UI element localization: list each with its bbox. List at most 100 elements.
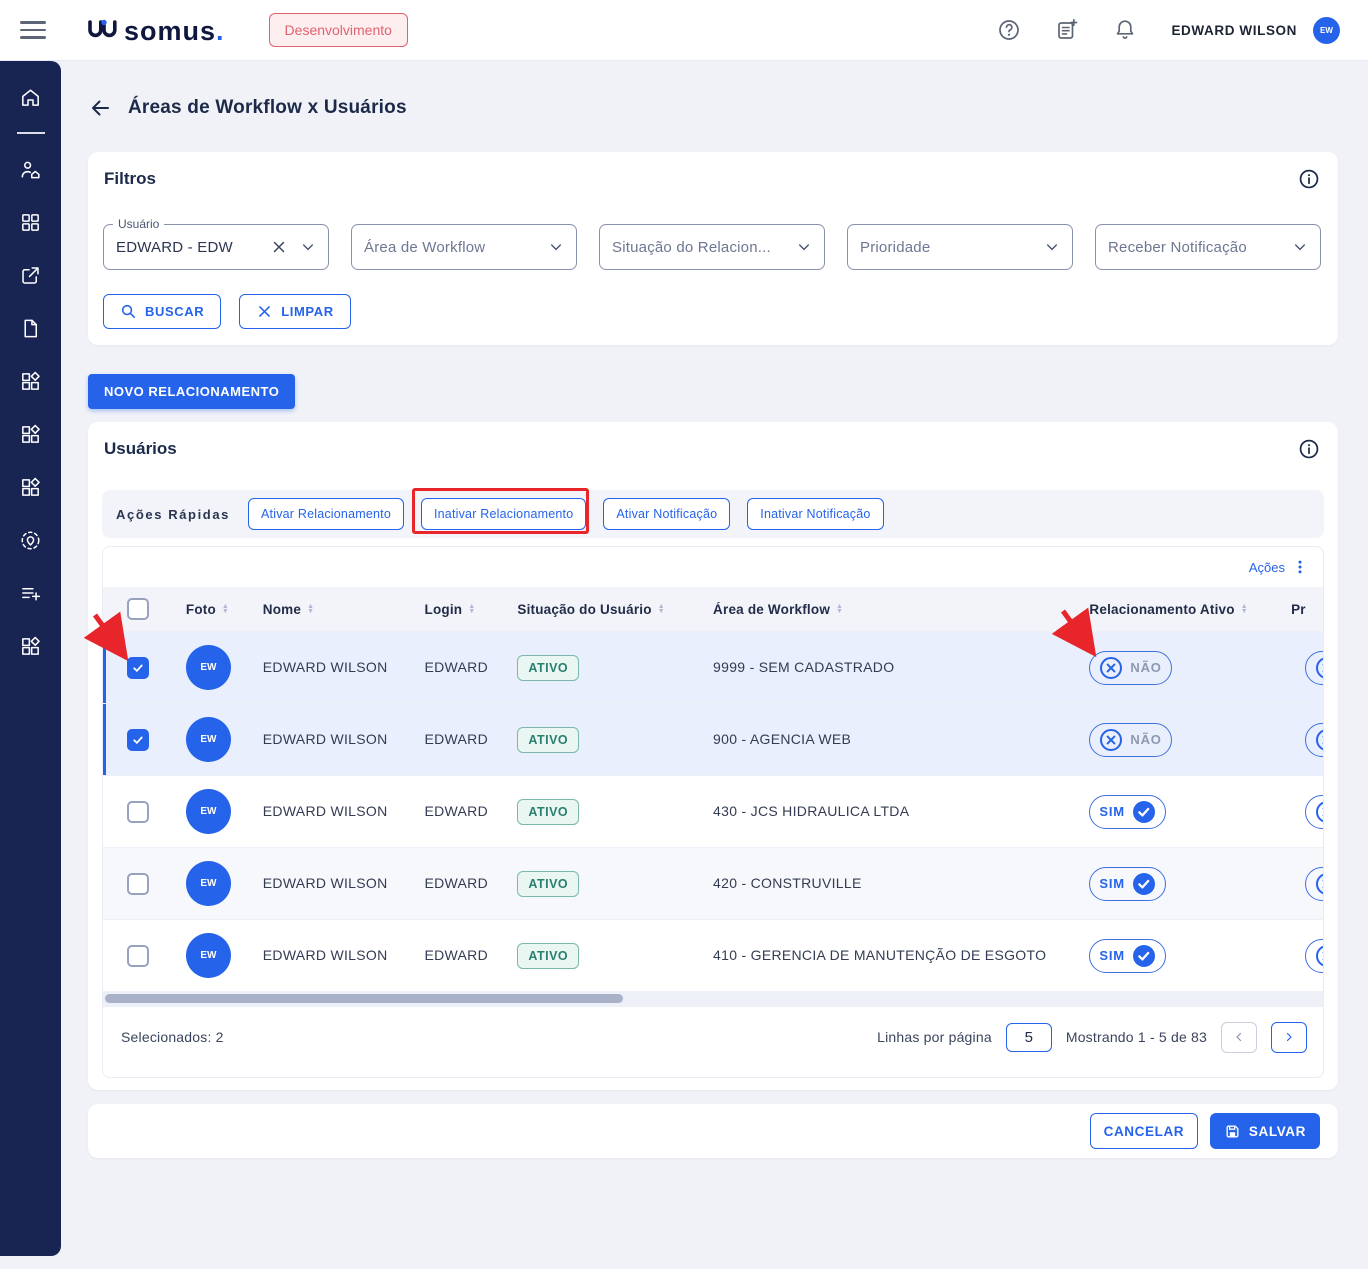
column-header-nome[interactable]: Nome ▲ ▼ xyxy=(253,602,415,617)
previous-page-button[interactable] xyxy=(1221,1021,1257,1053)
sidebar-item-external[interactable] xyxy=(11,255,51,295)
sort-icon[interactable]: ▲ ▼ xyxy=(468,603,476,615)
selected-count: Selecionados: 2 xyxy=(121,1029,224,1045)
check-circle-icon xyxy=(1132,944,1155,967)
row-checkbox[interactable] xyxy=(126,872,149,895)
row-checkbox[interactable] xyxy=(126,728,149,751)
sidebar-item-dashboard[interactable] xyxy=(11,202,51,242)
column-label: Nome xyxy=(262,601,302,617)
filter-prioridade-select[interactable]: Prioridade xyxy=(847,224,1073,270)
notifications-bell-icon[interactable] xyxy=(1113,18,1137,42)
cell-area-workflow: 900 - AGENCIA WEB xyxy=(713,730,852,747)
user-menu[interactable]: EDWARD WILSON EW xyxy=(1171,16,1340,44)
quick-action-ativar-relacionamento[interactable]: Ativar Relacionamento xyxy=(248,498,404,530)
next-column-toggle-partial[interactable] xyxy=(1305,938,1323,973)
buscar-button[interactable]: BUSCAR xyxy=(103,294,222,329)
cell-login: EDWARD xyxy=(424,730,489,747)
next-column-toggle-partial[interactable] xyxy=(1305,866,1323,901)
relacionamento-ativo-toggle[interactable]: SIM xyxy=(1089,866,1166,901)
limpar-button[interactable]: LIMPAR xyxy=(239,294,351,329)
sort-icon[interactable]: ▲ ▼ xyxy=(657,603,665,615)
quick-action-inativar-notificacao[interactable]: Inativar Notificação xyxy=(747,498,884,530)
table-row: EW EDWARD WILSON EDWARD ATIVO 410 - GERENCIA… xyxy=(103,919,1323,991)
external-link-icon xyxy=(22,266,39,284)
sort-icon[interactable]: ▲ ▼ xyxy=(307,603,315,615)
note-add-icon[interactable] xyxy=(1055,18,1079,42)
filter-usuario-select[interactable]: Usuário EDWARD - EDW xyxy=(103,217,329,270)
brand-mark-icon xyxy=(88,19,117,38)
column-header-area-de-workflow[interactable]: Área de Workflow ▲ ▼ xyxy=(702,602,1081,617)
help-icon[interactable] xyxy=(997,18,1021,42)
sidebar-item-modules-1[interactable] xyxy=(11,361,51,401)
info-icon[interactable] xyxy=(1298,438,1320,460)
column-header-foto[interactable]: Foto ▲ ▼ xyxy=(173,602,253,617)
select-all-checkbox[interactable] xyxy=(126,598,149,620)
horizontal-scrollbar[interactable] xyxy=(103,991,1323,1007)
next-column-toggle-partial[interactable] xyxy=(1305,794,1323,829)
cell-nome: EDWARD WILSON xyxy=(262,658,388,675)
sidebar-item-modules-4[interactable] xyxy=(11,626,51,666)
save-disk-icon xyxy=(1226,1125,1239,1137)
horizontal-scrollbar-thumb[interactable] xyxy=(105,994,623,1003)
filter-usuario-value: EDWARD - EDW xyxy=(116,238,233,256)
quick-action-inativar-relacionamento[interactable]: Inativar Relacionamento xyxy=(420,498,587,530)
relacionamento-ativo-toggle[interactable]: NÃO xyxy=(1089,650,1172,685)
rows-per-page-input[interactable]: 5 xyxy=(1005,1022,1052,1052)
novo-relacionamento-button[interactable]: NOVO RELACIONAMENTO xyxy=(88,374,296,409)
column-header-relacionamento-ativo[interactable]: Relacionamento Ativo ▲ ▼ xyxy=(1081,602,1291,617)
column-header-pr[interactable]: Pr xyxy=(1291,602,1323,617)
more-options-icon[interactable] xyxy=(1291,558,1309,576)
sidebar-item-documents[interactable] xyxy=(11,308,51,348)
column-label: Relacionamento Ativo xyxy=(1089,601,1235,617)
column-header-login[interactable]: Login ▲ ▼ xyxy=(415,602,507,617)
relacionamento-ativo-toggle[interactable]: SIM xyxy=(1089,794,1166,829)
cell-nome: EDWARD WILSON xyxy=(262,946,388,963)
next-column-toggle-partial[interactable] xyxy=(1305,722,1323,757)
hamburger-menu-icon[interactable] xyxy=(12,10,58,50)
back-arrow-icon[interactable] xyxy=(88,96,112,120)
sidebar-item-location[interactable] xyxy=(11,520,51,560)
cell-area-workflow: 430 - JCS HIDRAULICA LTDA xyxy=(713,802,910,819)
sort-icon[interactable]: ▲ ▼ xyxy=(1240,603,1248,615)
filter-notificacao-select[interactable]: Receber Notificação xyxy=(1095,224,1321,270)
sidebar-item-list-add[interactable] xyxy=(11,573,51,613)
filter-placeholder: Área de Workflow xyxy=(364,238,486,256)
relacionamento-ativo-toggle[interactable]: NÃO xyxy=(1089,722,1172,757)
row-checkbox[interactable] xyxy=(126,944,149,967)
next-column-toggle-partial[interactable] xyxy=(1305,650,1323,685)
x-circle-icon xyxy=(1316,873,1323,894)
row-checkbox[interactable] xyxy=(126,800,149,823)
check-circle-icon xyxy=(1132,872,1155,895)
filter-usuario-label: Usuário xyxy=(113,217,165,231)
cell-login: EDWARD xyxy=(424,874,489,891)
chevron-down-icon[interactable] xyxy=(300,239,316,255)
next-page-button[interactable] xyxy=(1271,1021,1307,1053)
filter-situacao-select[interactable]: Situação do Relacion... xyxy=(599,224,825,270)
sidebar-item-modules-2[interactable] xyxy=(11,414,51,454)
x-circle-icon xyxy=(1316,657,1323,678)
chevron-down-icon xyxy=(1046,244,1058,251)
status-badge: ATIVO xyxy=(517,798,580,825)
sort-icon[interactable]: ▲ ▼ xyxy=(836,603,844,615)
users-table: Ações Foto ▲ ▼ Nome ▲ ▼ Login ▲ ▼ Situação do Usu… xyxy=(102,546,1324,1078)
sidebar-item-home[interactable] xyxy=(11,77,51,117)
column-header-situacao-do-usuario[interactable]: Situação do Usuário ▲ ▼ xyxy=(506,602,702,617)
salvar-button[interactable]: SALVAR xyxy=(1209,1113,1320,1149)
chevron-down-icon xyxy=(798,244,810,251)
relacionamento-ativo-toggle[interactable]: SIM xyxy=(1089,938,1166,973)
filters-title: Filtros xyxy=(104,169,156,188)
sidebar-item-users[interactable] xyxy=(11,149,51,189)
cancelar-button[interactable]: CANCELAR xyxy=(1089,1113,1198,1149)
table-row: EW EDWARD WILSON EDWARD ATIVO 900 - AGENCIA … xyxy=(103,703,1323,775)
row-avatar: EW xyxy=(185,861,231,906)
location-target-icon xyxy=(21,530,40,550)
sidebar-item-modules-3[interactable] xyxy=(11,467,51,507)
quick-action-ativar-notificacao[interactable]: Ativar Notificação xyxy=(603,498,731,530)
sort-icon[interactable]: ▲ ▼ xyxy=(221,603,230,615)
row-checkbox[interactable] xyxy=(126,656,149,679)
info-icon[interactable] xyxy=(1298,168,1320,190)
clear-value-icon[interactable] xyxy=(270,238,288,256)
user-avatar[interactable]: EW xyxy=(1313,16,1340,44)
acoes-menu-label[interactable]: Ações xyxy=(1248,559,1285,575)
filter-area-workflow-select[interactable]: Área de Workflow xyxy=(351,224,577,270)
